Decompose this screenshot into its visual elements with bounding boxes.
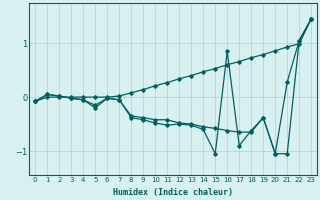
- X-axis label: Humidex (Indice chaleur): Humidex (Indice chaleur): [113, 188, 233, 197]
